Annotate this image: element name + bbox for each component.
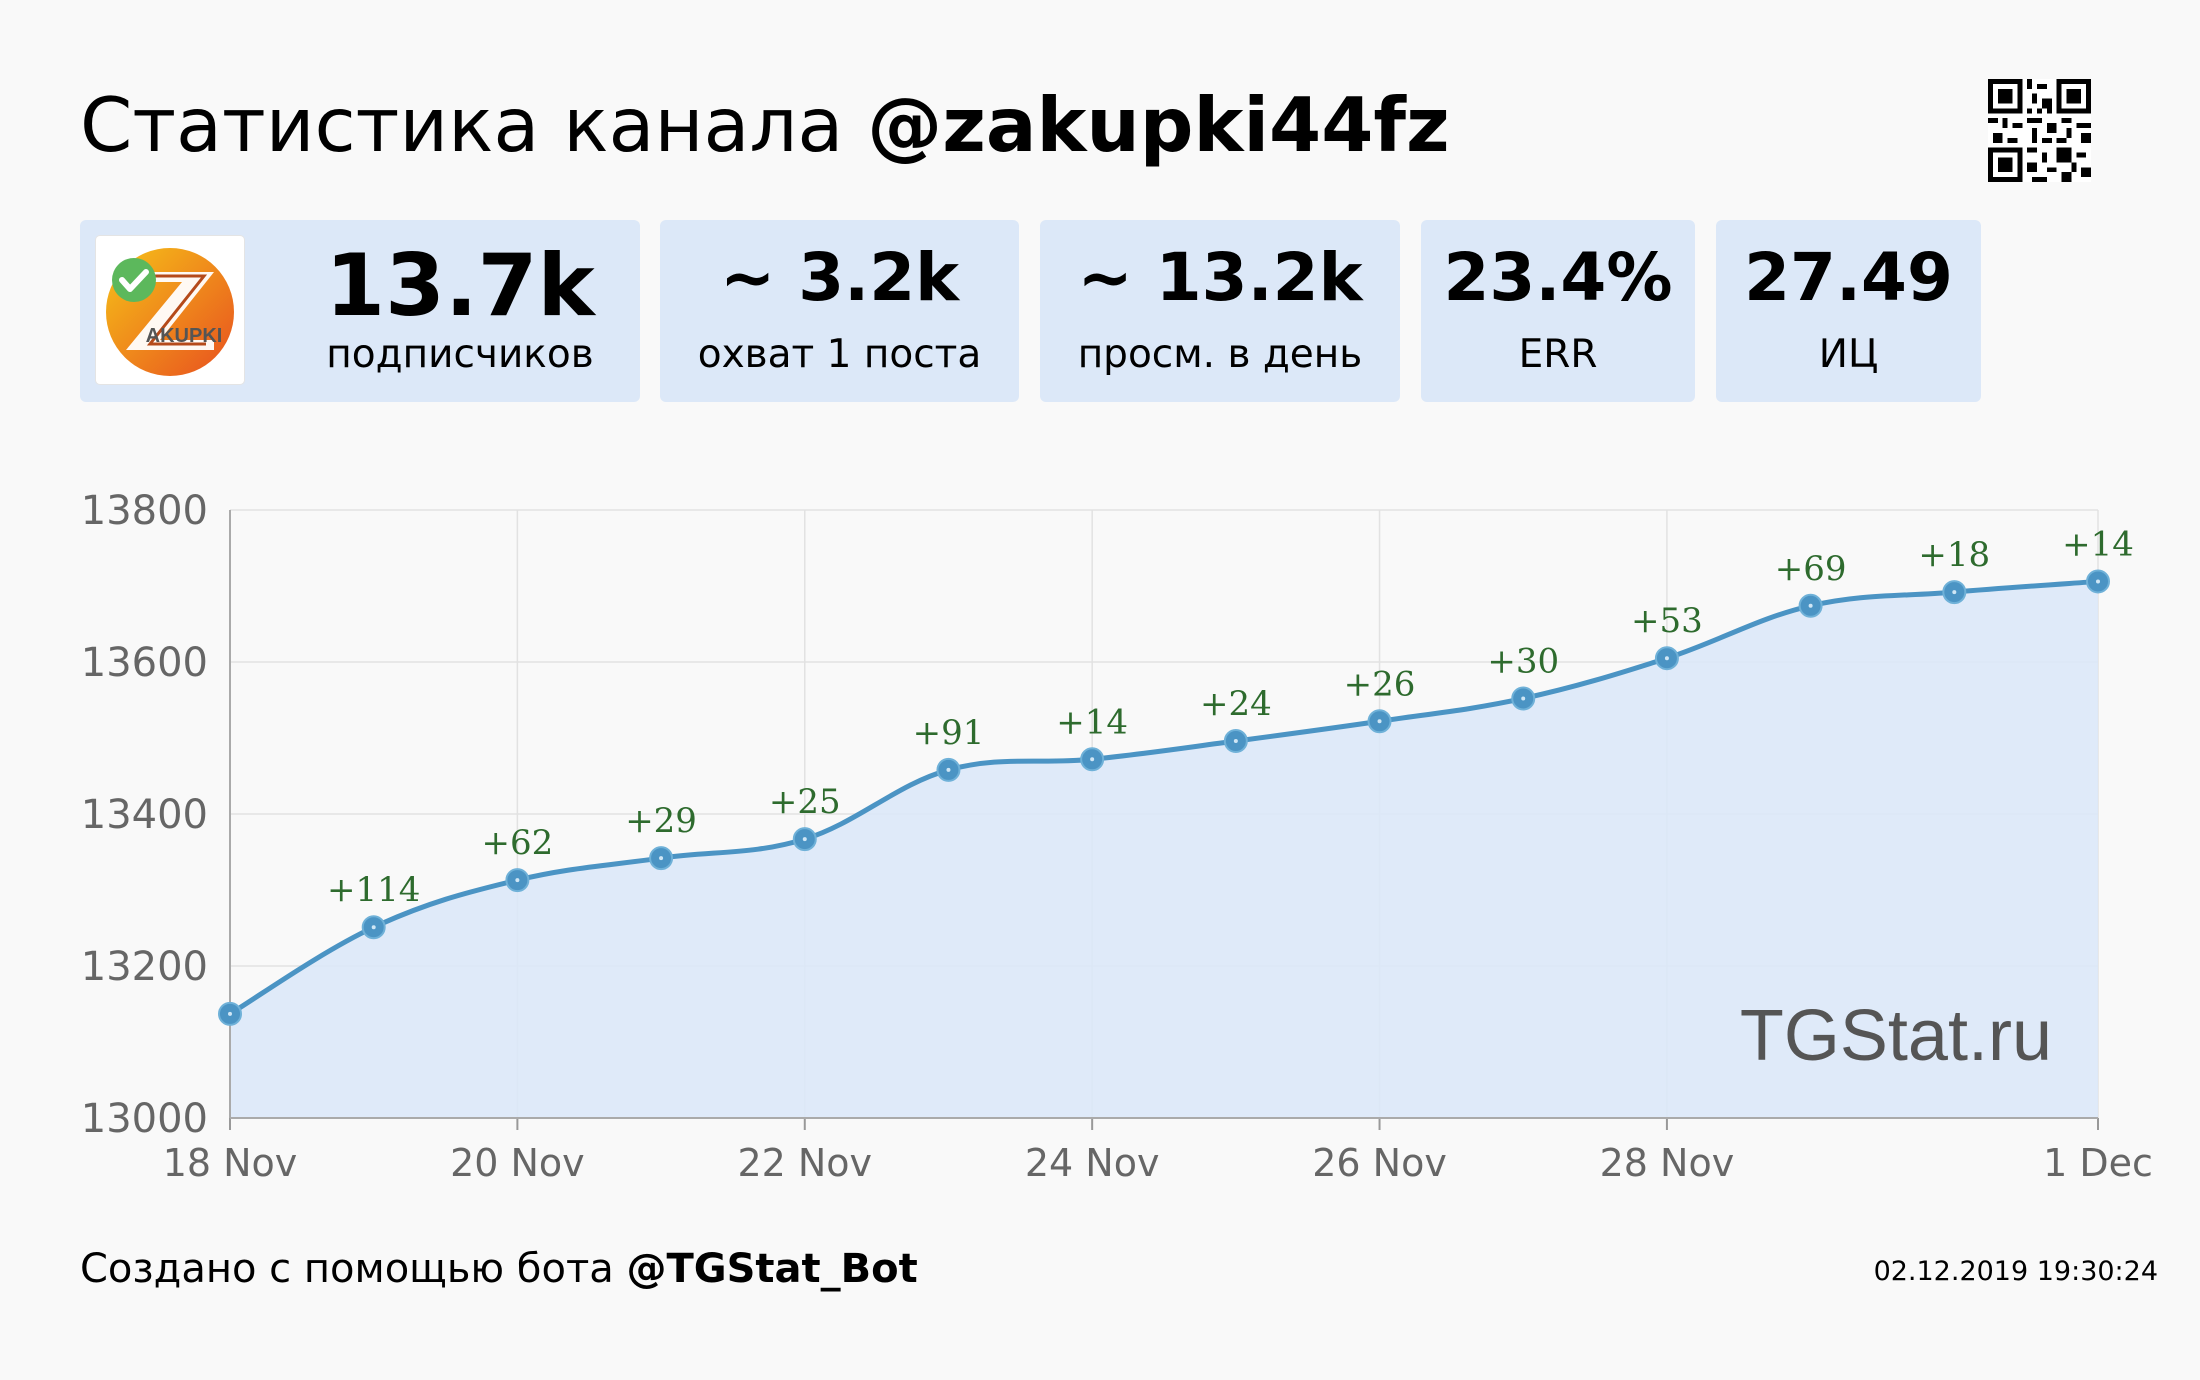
area-fill <box>230 581 2098 1118</box>
x-tick-label: 28 Nov <box>1600 1141 1735 1185</box>
stat-card-daily-views: ~ 13.2k просм. в день <box>1040 220 1400 402</box>
delta-label: +14 <box>1056 702 1128 742</box>
x-tick-label: 1 Dec <box>2043 1141 2153 1185</box>
data-point-center <box>802 837 807 842</box>
footer-created-by: Создано с помощью бота <box>80 1246 614 1292</box>
stat-label: просм. в день <box>1077 332 1363 377</box>
data-point-center <box>228 1011 232 1016</box>
bot-handle-link[interactable]: @TGStat_Bot <box>626 1246 918 1292</box>
stat-card-reach: ~ 3.2k охват 1 поста <box>660 220 1019 402</box>
data-point-center <box>659 856 664 861</box>
y-tick-label: 13800 <box>81 488 208 534</box>
stat-card-err: 23.4% ERR <box>1421 220 1695 402</box>
delta-label: +69 <box>1775 549 1847 589</box>
delta-label: +62 <box>482 823 554 863</box>
stat-value: 27.49 <box>1744 239 1953 316</box>
watermark: TGStat.ru <box>1740 996 2052 1076</box>
delta-label: +30 <box>1487 641 1559 681</box>
stat-label: ERR <box>1518 332 1598 377</box>
data-point-center <box>371 925 376 930</box>
stat-value: ~ 13.2k <box>1077 239 1363 316</box>
x-tick-label: 24 Nov <box>1025 1141 1160 1185</box>
data-point-center <box>2096 579 2100 584</box>
delta-label: +25 <box>769 782 841 822</box>
data-point-center <box>1090 757 1095 762</box>
data-point-center <box>515 878 520 883</box>
logo-text: AKUPKI <box>146 325 223 347</box>
stat-value: 23.4% <box>1443 239 1673 316</box>
data-point-center <box>1521 696 1526 701</box>
delta-label: +24 <box>1200 684 1272 724</box>
data-point-center <box>1377 719 1382 724</box>
channel-logo: AKUPKI <box>106 248 234 376</box>
delta-label: +18 <box>1918 535 1990 575</box>
data-point-center <box>946 767 951 772</box>
subscribers-chart: 13000 13200 13400 13600 13800 18 Nov 20 Nov 22 … <box>81 488 2153 1185</box>
delta-label: +91 <box>913 713 985 753</box>
y-tick-label: 13600 <box>81 640 208 686</box>
y-tick-label: 13400 <box>81 792 208 838</box>
page-title: Статистика канала @zakupki44fz <box>80 80 1450 170</box>
channel-handle: @zakupki44fz <box>867 81 1450 169</box>
footer-credit: Создано с помощью бота @TGStat_Bot <box>80 1242 918 1296</box>
stat-value: ~ 3.2k <box>719 239 960 316</box>
stat-card-subscribers: AKUPKI 13.7k подписчиков <box>80 220 640 402</box>
stat-card-citation-index: 27.49 ИЦ <box>1716 220 1981 402</box>
delta-label: +26 <box>1344 664 1416 704</box>
delta-label: +114 <box>327 870 420 910</box>
x-tick-label: 26 Nov <box>1312 1141 1447 1185</box>
delta-label: +29 <box>625 801 697 841</box>
x-tick-label: 22 Nov <box>737 1141 872 1185</box>
verified-check-icon <box>112 258 156 302</box>
stat-label: подписчиков <box>326 332 594 377</box>
y-tick-label: 13200 <box>81 944 208 990</box>
data-point-center <box>1952 590 1957 595</box>
x-tick-label: 18 Nov <box>163 1141 298 1185</box>
channel-avatar: AKUPKI <box>96 236 244 384</box>
series-line <box>228 578 2099 1017</box>
x-tick-label: 20 Nov <box>450 1141 585 1185</box>
delta-label: +53 <box>1631 601 1703 641</box>
title-prefix: Статистика канала <box>80 81 844 169</box>
data-point-center <box>1233 739 1238 744</box>
stat-label: охват 1 поста <box>697 332 982 377</box>
footer-timestamp: 02.12.2019 19:30:24 <box>1873 1256 2158 1287</box>
stat-value: 13.7k <box>325 236 595 336</box>
data-point-center <box>1664 656 1669 661</box>
delta-label: +14 <box>2062 524 2134 564</box>
stat-label: ИЦ <box>1818 332 1879 377</box>
data-point-center <box>1808 603 1813 608</box>
qr-code-icon <box>1988 79 2091 182</box>
y-tick-label: 13000 <box>81 1096 208 1142</box>
